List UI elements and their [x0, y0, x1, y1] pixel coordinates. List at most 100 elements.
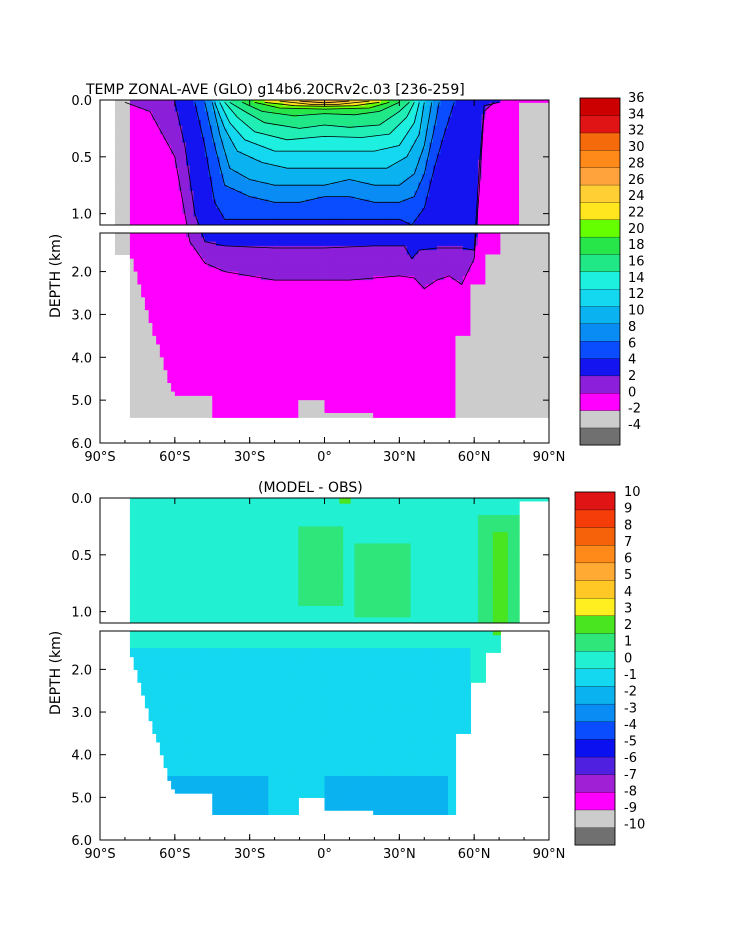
- field-cell: [129, 353, 135, 358]
- field-cell: [234, 258, 240, 264]
- field-cell: [272, 196, 277, 201]
- field-cell: [174, 213, 180, 218]
- field-cell: [159, 357, 165, 363]
- field-cell: [201, 173, 206, 178]
- field-cell: [302, 241, 307, 247]
- field-cell: [242, 119, 247, 124]
- field-cell: [227, 216, 232, 220]
- field-cell: [167, 151, 172, 155]
- field-cell: [137, 148, 142, 152]
- field-cell: [163, 297, 168, 303]
- field-cell: [212, 119, 217, 124]
- field-cell: [313, 305, 318, 311]
- field-cell: [223, 111, 228, 115]
- field-cell: [212, 117, 217, 121]
- field-cell: [249, 125, 255, 130]
- field-cell: [182, 348, 187, 354]
- field-cell: [215, 391, 221, 397]
- field-cell: [320, 145, 326, 149]
- field-cell: [324, 114, 329, 118]
- field-cell: [313, 301, 318, 307]
- field-cell: [324, 310, 329, 316]
- field-cell: [331, 185, 337, 189]
- field-cell: [234, 213, 240, 218]
- field-cell: [137, 237, 142, 243]
- field-cell: [253, 267, 258, 273]
- field-cell: [141, 387, 146, 393]
- field-cell: [167, 156, 172, 161]
- field-cell: [305, 168, 311, 172]
- field-cell: [275, 314, 281, 320]
- field-cell: [272, 353, 277, 358]
- field-cell: [275, 378, 281, 384]
- field-cell: [283, 165, 288, 169]
- field-cell: [193, 151, 198, 155]
- field-cell: [298, 237, 303, 243]
- field-cell: [264, 171, 269, 175]
- field-cell: [238, 357, 243, 363]
- field-cell: [302, 145, 307, 149]
- field-cell: [260, 182, 266, 186]
- field-cell: [159, 323, 165, 328]
- field-cell: [313, 171, 318, 175]
- field-cell: [189, 271, 195, 277]
- field-cell: [302, 179, 307, 183]
- field-cell: [215, 128, 221, 132]
- field-cell: [137, 145, 142, 149]
- field-cell: [264, 323, 269, 328]
- field-cell: [313, 391, 318, 397]
- field-cell: [279, 142, 284, 147]
- field-cell: [249, 263, 255, 268]
- field-cell: [126, 153, 131, 158]
- field-cell: [283, 173, 288, 178]
- field-cell: [242, 100, 247, 104]
- field-cell: [201, 156, 206, 161]
- field-cell: [245, 117, 251, 121]
- field-cell: [219, 293, 225, 298]
- field-cell: [245, 288, 251, 294]
- field-cell: [268, 216, 273, 220]
- field-cell: [253, 176, 258, 181]
- field-cell: [163, 353, 168, 358]
- field-cell: [223, 254, 228, 260]
- field-cell: [219, 310, 225, 316]
- field-cell: [201, 222, 206, 226]
- field-cell: [260, 202, 266, 206]
- field-cell: [208, 199, 213, 203]
- field-cell: [257, 190, 262, 195]
- field-cell: [238, 210, 243, 215]
- field-cell: [144, 258, 150, 264]
- field-cell: [294, 142, 299, 147]
- field-cell: [174, 156, 180, 161]
- field-cell: [208, 213, 213, 218]
- field-cell: [260, 241, 266, 247]
- field-cell: [178, 413, 183, 418]
- field-cell: [230, 383, 236, 388]
- field-cell: [242, 213, 247, 218]
- field-cell: [227, 353, 232, 358]
- field-cell: [219, 353, 225, 358]
- field-cell: [302, 173, 307, 178]
- field-cell: [114, 156, 120, 161]
- field-cell: [287, 383, 292, 388]
- field-cell: [283, 284, 288, 290]
- field-cell: [287, 142, 292, 147]
- field-cell: [126, 128, 131, 132]
- field-cell: [186, 117, 191, 121]
- field-cell: [219, 370, 225, 376]
- field-cell: [272, 176, 277, 181]
- field-cell: [320, 156, 326, 161]
- field-cell: [152, 111, 157, 115]
- field-cell: [129, 340, 135, 346]
- field-cell: [156, 267, 161, 273]
- field-cell: [152, 142, 157, 147]
- field-cell: [253, 404, 258, 410]
- field-cell: [118, 213, 124, 218]
- field-cell: [133, 357, 139, 363]
- temperature-panel: 90°S 60°S 30°S 0° 30°N 60°N 90°N0.00.51.02.03.…: [71, 94, 565, 465]
- field-cell: [159, 284, 165, 290]
- field-cell: [212, 318, 217, 324]
- field-cell: [230, 365, 236, 371]
- field-cell: [275, 176, 281, 181]
- field-cell: [197, 100, 202, 104]
